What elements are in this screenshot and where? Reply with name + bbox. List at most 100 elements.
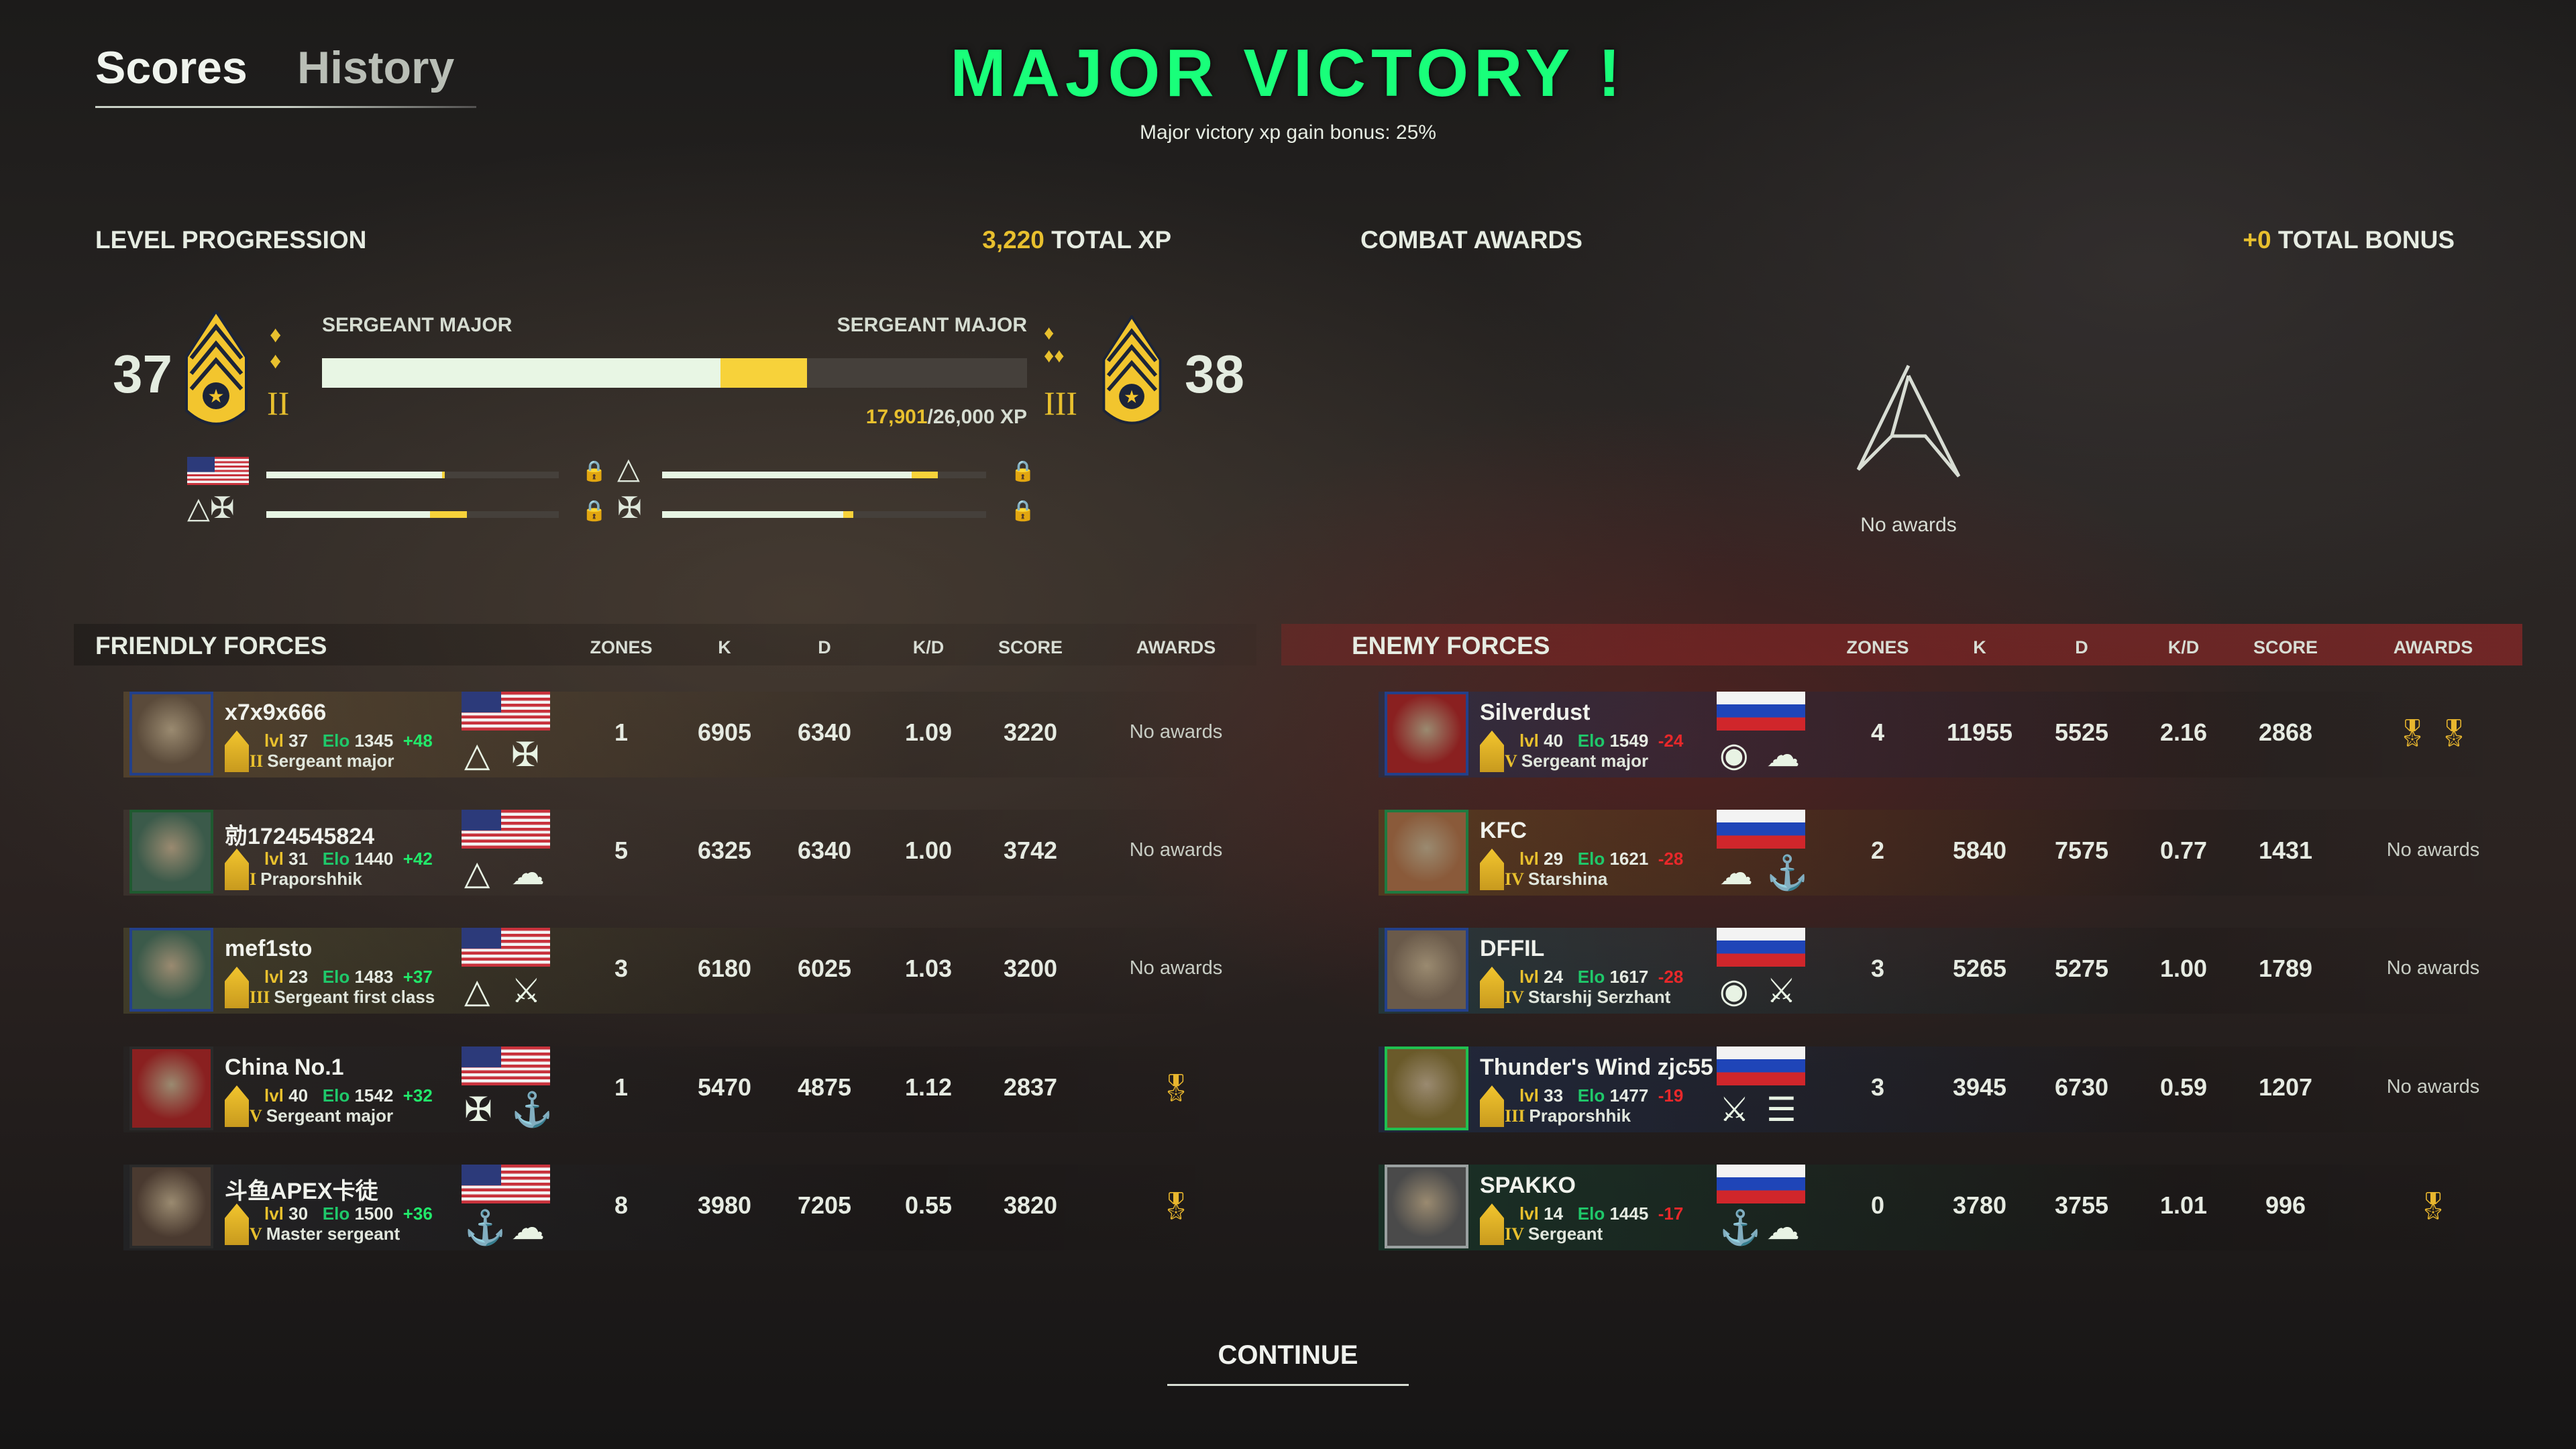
elo-label: Elo (1577, 1085, 1605, 1106)
usa-flag-icon (462, 1046, 550, 1085)
sergeant-major-rank-icon: ★ (185, 310, 248, 425)
xp-readout: 17,901/26,000 XP (866, 406, 1027, 429)
level-label: lvl (264, 967, 284, 987)
player-d: 5525 (2054, 718, 2109, 746)
usa-flag-icon (462, 928, 550, 967)
friendly-header (74, 624, 1256, 665)
player-rank: Praporshhik (1529, 1106, 1631, 1126)
medal-pair-icon[interactable]: 🎖 🎖 (2395, 718, 2471, 748)
elo-delta: -24 (1658, 731, 1684, 751)
unit-emblem-icon: ✠ (511, 736, 539, 773)
player-level: 37 (288, 731, 309, 751)
friendly-forces-heading: FRIENDLY FORCES (95, 632, 327, 659)
enemy-col-zones: ZONES (1846, 637, 1909, 657)
player-kd: 1.01 (2159, 1191, 2208, 1219)
player-level: 23 (288, 967, 309, 987)
player-kd: 1.03 (904, 955, 953, 982)
player-kd: 2.16 (2159, 718, 2208, 746)
player-score: 2868 (2258, 718, 2313, 746)
player-level: 31 (288, 849, 309, 869)
enemy-header (1281, 624, 2522, 665)
elo-label: Elo (1577, 849, 1605, 869)
player-tier: III (250, 987, 270, 1007)
medal-icon[interactable]: 🎖 (2416, 1191, 2451, 1221)
medal-icon[interactable]: 🎖 (1159, 1191, 1193, 1221)
player-row[interactable]: DFFIL lvl 24 Elo 1617 -28 IV Starshij Serzh… (1379, 928, 2522, 1014)
unit-emblem-icon: ⚔ (511, 972, 541, 1010)
player-kd: 0.55 (904, 1191, 953, 1219)
total-xp-value: 3,220 (982, 226, 1044, 254)
player-row[interactable]: China No.1 lvl 40 Elo 1542 +32 V Sergeant m… (123, 1046, 1256, 1132)
lock-icon: 🔒 (1010, 460, 1036, 482)
player-row[interactable]: Silverdust lvl 40 Elo 1549 -24 V Sergeant m… (1379, 692, 2522, 777)
player-row[interactable]: 斗鱼APEX卡徒 lvl 30 Elo 1500 +36 V Master serge… (123, 1165, 1256, 1250)
lock-icon: 🔒 (582, 500, 607, 522)
rank-insignia-icon (225, 1085, 249, 1127)
tab-scores[interactable]: Scores (95, 42, 248, 93)
player-zones: 8 (614, 1191, 629, 1219)
enemy-col-k: K (1973, 637, 1986, 657)
player-tier: V (250, 1106, 262, 1126)
tab-history[interactable]: History (297, 42, 455, 93)
player-level: 30 (288, 1203, 309, 1224)
player-rank: Sergeant major (267, 751, 394, 771)
engineer-badge-icon: △ (617, 452, 640, 485)
player-row[interactable]: KFC lvl 29 Elo 1621 -28 IV Starshina ☁ ⚓ 2 5840… (1379, 810, 2522, 896)
player-awards: No awards (2386, 839, 2480, 861)
player-avatar (129, 928, 213, 1012)
unit-emblem-icon: ◉ (1719, 736, 1749, 773)
continue-button[interactable]: CONTINUE (1167, 1340, 1409, 1386)
enemy-forces-heading: ENEMY FORCES (1352, 632, 1550, 659)
total-bonus: +0 TOTAL BONUS (2243, 226, 2455, 254)
rank-insignia-icon (225, 849, 249, 890)
player-elo: 1483 (354, 967, 394, 987)
level-label: lvl (1519, 731, 1539, 751)
xp-needed: /26,000 XP (927, 406, 1027, 428)
enemy-col-kd: K/D (2167, 637, 2200, 657)
player-score: 1431 (2258, 837, 2313, 864)
player-level: 33 (1544, 1085, 1564, 1106)
player-rank: Master sergeant (266, 1224, 400, 1244)
player-zones: 1 (614, 1073, 629, 1101)
friendly-col-zones: ZONES (590, 637, 653, 657)
svg-text:★: ★ (207, 386, 224, 407)
elo-delta: +36 (402, 1203, 433, 1224)
sergeant-major-rank-icon: ★ (1102, 315, 1162, 425)
player-k: 5840 (1952, 837, 2007, 864)
rank-insignia-icon (225, 1203, 249, 1245)
xp-progress-bar (322, 358, 1027, 388)
player-row[interactable]: Thunder's Wind zjc55 lvl 33 Elo 1477 -19 I… (1379, 1046, 2522, 1132)
player-k: 5470 (697, 1073, 752, 1101)
player-level: 40 (288, 1085, 309, 1106)
level-label: lvl (1519, 1203, 1539, 1224)
us-flag-icon (187, 457, 249, 485)
player-score: 3200 (1003, 955, 1058, 982)
no-awards-text: No awards (1860, 514, 1957, 536)
unlock-bar (662, 511, 986, 518)
player-row[interactable]: SPAKKO lvl 14 Elo 1445 -17 IV Sergeant ⚓ ☁ 0 37… (1379, 1165, 2522, 1250)
player-kd: 1.00 (904, 837, 953, 864)
rank-insignia-icon (225, 731, 249, 772)
unit-emblem-icon: ⚔ (1719, 1091, 1750, 1128)
player-row[interactable]: mef1sto lvl 23 Elo 1483 +37 III Sergeant fi… (123, 928, 1256, 1014)
next-tier: III (1044, 384, 1077, 422)
player-score: 2837 (1003, 1073, 1058, 1101)
player-k: 5265 (1952, 955, 2007, 982)
player-kd: 1.00 (2159, 955, 2208, 982)
level-label: lvl (264, 1085, 284, 1106)
russia-flag-icon (1717, 1165, 1805, 1203)
current-tier: II (267, 384, 290, 422)
engineer-cavalry-badge-icon: △✠ (187, 492, 235, 525)
elo-delta: +32 (402, 1085, 433, 1106)
player-rank: Sergeant major (266, 1106, 394, 1126)
tab-underline (95, 106, 476, 108)
player-row[interactable]: 勍1724545824 lvl 31 Elo 1440 +42 I Praporshh… (123, 810, 1256, 896)
elo-delta: -19 (1658, 1085, 1684, 1106)
player-k: 3945 (1952, 1073, 2007, 1101)
player-awards: No awards (2386, 957, 2480, 979)
player-name: mef1sto (225, 936, 313, 961)
unit-emblem-icon: ☁ (1719, 854, 1753, 892)
player-row[interactable]: x7x9x666 lvl 37 Elo 1345 +48 II Sergeant ma… (123, 692, 1256, 777)
medal-icon[interactable]: 🎖 (1159, 1073, 1193, 1103)
player-rank: Sergeant major (1521, 751, 1649, 771)
